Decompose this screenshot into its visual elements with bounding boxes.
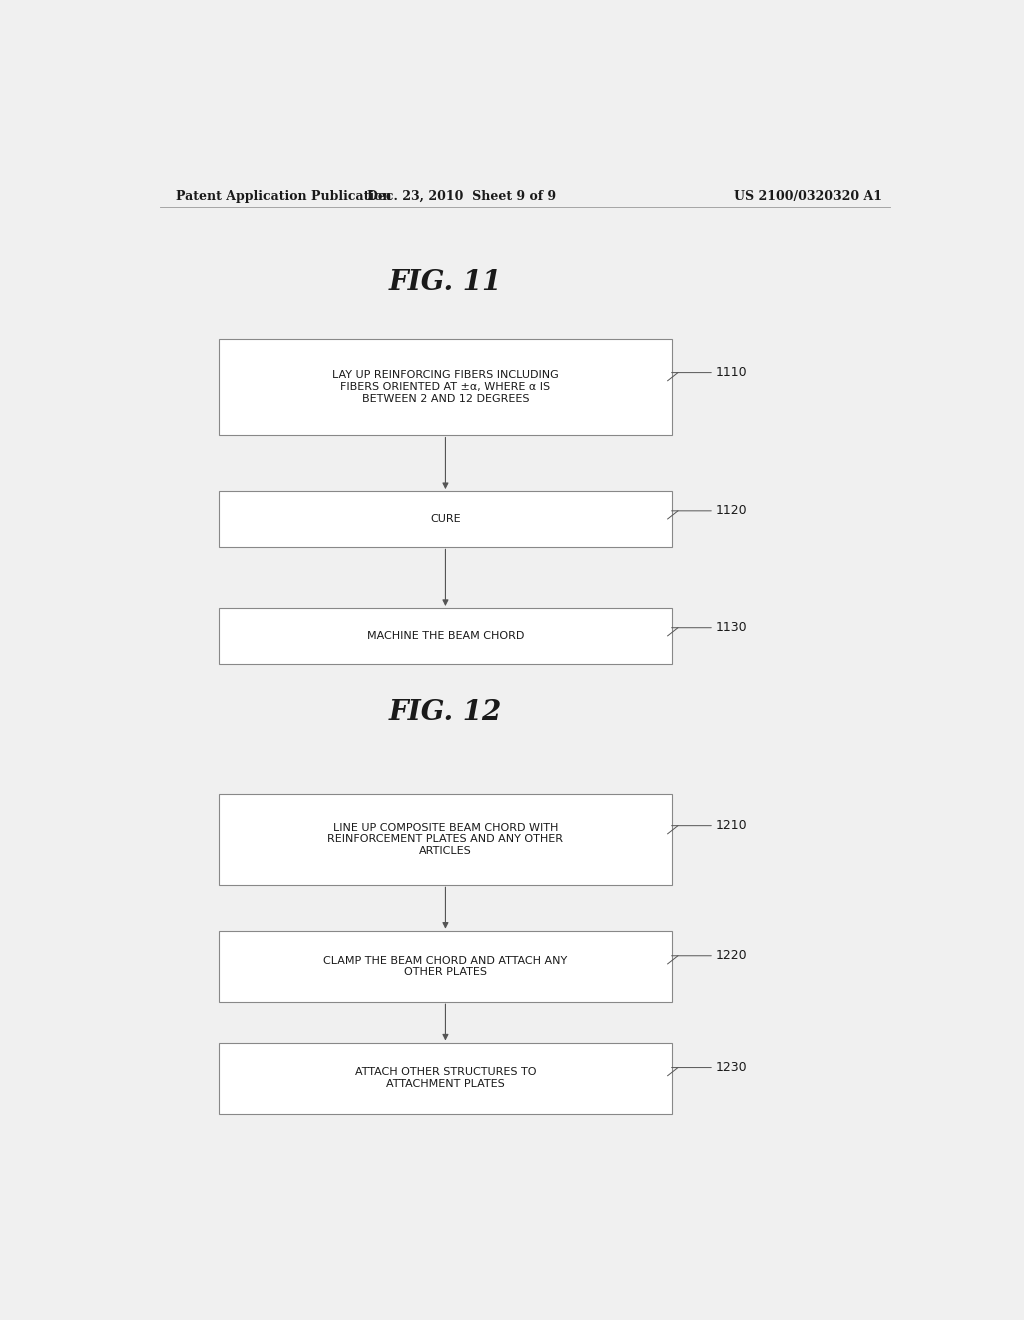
Text: Patent Application Publication: Patent Application Publication (176, 190, 391, 202)
Text: LINE UP COMPOSITE BEAM CHORD WITH
REINFORCEMENT PLATES AND ANY OTHER
ARTICLES: LINE UP COMPOSITE BEAM CHORD WITH REINFO… (328, 822, 563, 855)
Bar (219, 793, 672, 886)
Text: LAY UP REINFORCING FIBERS INCLUDING
FIBERS ORIENTED AT ±α, WHERE α IS
BETWEEN 2 : LAY UP REINFORCING FIBERS INCLUDING FIBE… (332, 371, 559, 404)
Bar (219, 339, 672, 436)
Bar (219, 491, 672, 548)
Text: 1120: 1120 (716, 504, 746, 517)
Bar (219, 1043, 672, 1114)
Text: CURE: CURE (430, 515, 461, 524)
Bar (219, 609, 672, 664)
Text: FIG. 11: FIG. 11 (389, 269, 502, 296)
Text: FIG. 12: FIG. 12 (389, 698, 502, 726)
Text: Dec. 23, 2010  Sheet 9 of 9: Dec. 23, 2010 Sheet 9 of 9 (367, 190, 556, 202)
Text: 1210: 1210 (716, 820, 746, 832)
Text: US 2100/0320320 A1: US 2100/0320320 A1 (734, 190, 882, 202)
Text: 1230: 1230 (716, 1061, 746, 1074)
Text: ATTACH OTHER STRUCTURES TO
ATTACHMENT PLATES: ATTACH OTHER STRUCTURES TO ATTACHMENT PL… (354, 1068, 537, 1089)
Text: 1110: 1110 (716, 366, 746, 379)
Text: 1130: 1130 (716, 622, 746, 634)
Text: CLAMP THE BEAM CHORD AND ATTACH ANY
OTHER PLATES: CLAMP THE BEAM CHORD AND ATTACH ANY OTHE… (324, 956, 567, 977)
Text: 1220: 1220 (716, 949, 746, 962)
Text: MACHINE THE BEAM CHORD: MACHINE THE BEAM CHORD (367, 631, 524, 642)
Bar (219, 931, 672, 1002)
